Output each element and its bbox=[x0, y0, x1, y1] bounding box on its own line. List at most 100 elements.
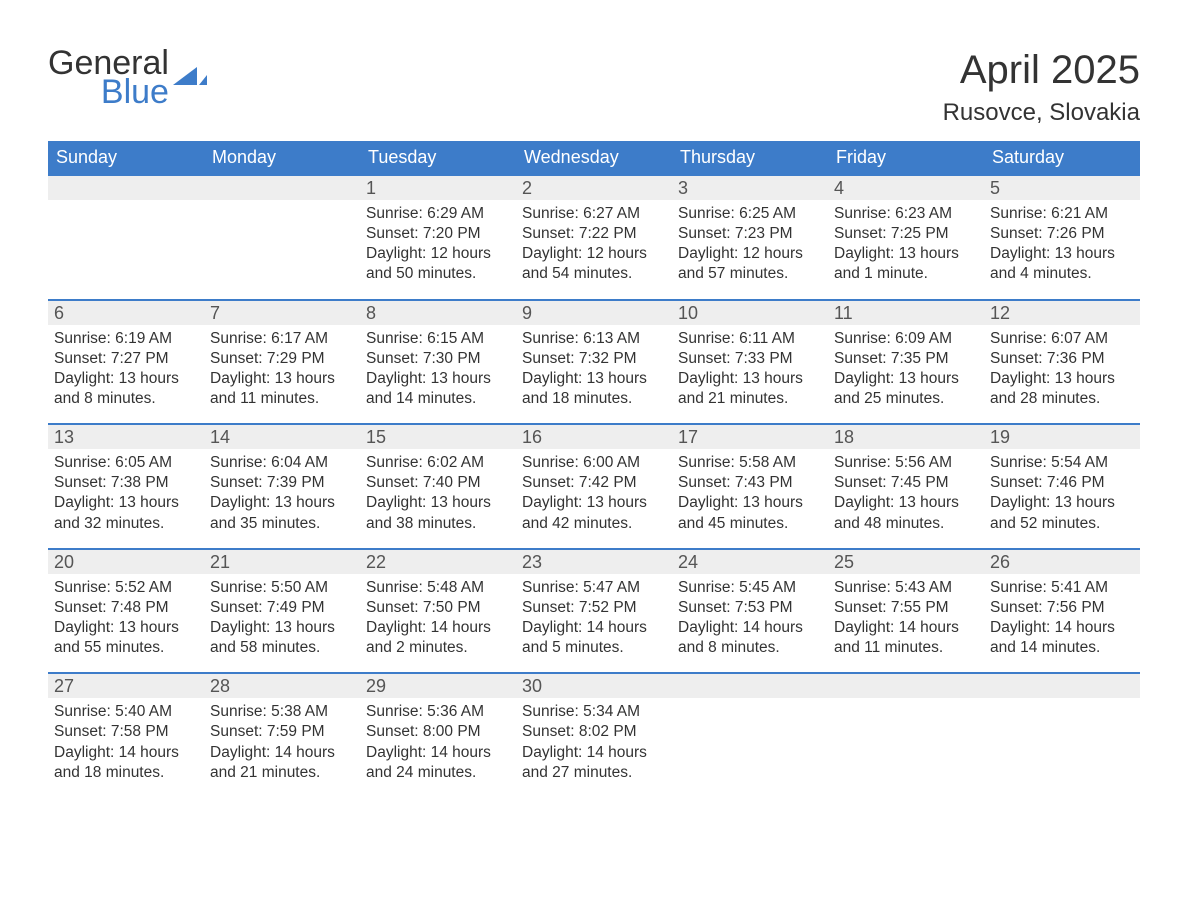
day-content: Sunrise: 5:54 AMSunset: 7:46 PMDaylight:… bbox=[984, 449, 1140, 548]
day-content: Sunrise: 6:21 AMSunset: 7:26 PMDaylight:… bbox=[984, 200, 1140, 299]
calendar-cell: 18Sunrise: 5:56 AMSunset: 7:45 PMDayligh… bbox=[828, 424, 984, 549]
day-number: 18 bbox=[828, 425, 984, 449]
daylight-text: Daylight: 13 hours and 21 minutes. bbox=[678, 369, 822, 409]
calendar-head: SundayMondayTuesdayWednesdayThursdayFrid… bbox=[48, 141, 1140, 175]
day-content: Sunrise: 5:36 AMSunset: 8:00 PMDaylight:… bbox=[360, 698, 516, 797]
sunrise-text: Sunrise: 6:21 AM bbox=[990, 204, 1134, 224]
sunset-text: Sunset: 7:56 PM bbox=[990, 598, 1134, 618]
sunset-text: Sunset: 7:46 PM bbox=[990, 473, 1134, 493]
calendar-cell: 27Sunrise: 5:40 AMSunset: 7:58 PMDayligh… bbox=[48, 673, 204, 797]
calendar-cell: 5Sunrise: 6:21 AMSunset: 7:26 PMDaylight… bbox=[984, 175, 1140, 300]
logo-mark-icon bbox=[173, 61, 207, 95]
day-content: Sunrise: 5:48 AMSunset: 7:50 PMDaylight:… bbox=[360, 574, 516, 673]
day-number: 30 bbox=[516, 674, 672, 698]
day-content: Sunrise: 6:00 AMSunset: 7:42 PMDaylight:… bbox=[516, 449, 672, 548]
sunrise-text: Sunrise: 6:07 AM bbox=[990, 329, 1134, 349]
day-content bbox=[48, 200, 204, 292]
day-content: Sunrise: 6:04 AMSunset: 7:39 PMDaylight:… bbox=[204, 449, 360, 548]
calendar-week-row: 13Sunrise: 6:05 AMSunset: 7:38 PMDayligh… bbox=[48, 424, 1140, 549]
sunrise-text: Sunrise: 5:48 AM bbox=[366, 578, 510, 598]
calendar-cell: 22Sunrise: 5:48 AMSunset: 7:50 PMDayligh… bbox=[360, 549, 516, 674]
day-number bbox=[672, 674, 828, 698]
calendar-cell: 14Sunrise: 6:04 AMSunset: 7:39 PMDayligh… bbox=[204, 424, 360, 549]
sunset-text: Sunset: 7:43 PM bbox=[678, 473, 822, 493]
day-content: Sunrise: 5:56 AMSunset: 7:45 PMDaylight:… bbox=[828, 449, 984, 548]
sunrise-text: Sunrise: 6:15 AM bbox=[366, 329, 510, 349]
daylight-text: Daylight: 14 hours and 24 minutes. bbox=[366, 743, 510, 783]
day-content bbox=[984, 698, 1140, 790]
calendar-cell: 11Sunrise: 6:09 AMSunset: 7:35 PMDayligh… bbox=[828, 300, 984, 425]
sunset-text: Sunset: 7:50 PM bbox=[366, 598, 510, 618]
daylight-text: Daylight: 13 hours and 55 minutes. bbox=[54, 618, 198, 658]
day-number: 11 bbox=[828, 301, 984, 325]
sunset-text: Sunset: 7:52 PM bbox=[522, 598, 666, 618]
day-content: Sunrise: 5:45 AMSunset: 7:53 PMDaylight:… bbox=[672, 574, 828, 673]
sunset-text: Sunset: 7:25 PM bbox=[834, 224, 978, 244]
calendar-cell bbox=[672, 673, 828, 797]
daylight-text: Daylight: 13 hours and 38 minutes. bbox=[366, 493, 510, 533]
sunset-text: Sunset: 7:39 PM bbox=[210, 473, 354, 493]
day-content: Sunrise: 6:29 AMSunset: 7:20 PMDaylight:… bbox=[360, 200, 516, 299]
calendar-cell: 6Sunrise: 6:19 AMSunset: 7:27 PMDaylight… bbox=[48, 300, 204, 425]
sunset-text: Sunset: 7:59 PM bbox=[210, 722, 354, 742]
daylight-text: Daylight: 14 hours and 21 minutes. bbox=[210, 743, 354, 783]
calendar-cell bbox=[828, 673, 984, 797]
calendar-cell: 25Sunrise: 5:43 AMSunset: 7:55 PMDayligh… bbox=[828, 549, 984, 674]
calendar-cell bbox=[984, 673, 1140, 797]
day-number: 13 bbox=[48, 425, 204, 449]
calendar-table: SundayMondayTuesdayWednesdayThursdayFrid… bbox=[48, 141, 1140, 797]
calendar-week-row: 6Sunrise: 6:19 AMSunset: 7:27 PMDaylight… bbox=[48, 300, 1140, 425]
day-content: Sunrise: 5:47 AMSunset: 7:52 PMDaylight:… bbox=[516, 574, 672, 673]
day-content: Sunrise: 5:58 AMSunset: 7:43 PMDaylight:… bbox=[672, 449, 828, 548]
sunset-text: Sunset: 7:27 PM bbox=[54, 349, 198, 369]
daylight-text: Daylight: 13 hours and 58 minutes. bbox=[210, 618, 354, 658]
day-number: 20 bbox=[48, 550, 204, 574]
daylight-text: Daylight: 13 hours and 18 minutes. bbox=[522, 369, 666, 409]
sunrise-text: Sunrise: 5:45 AM bbox=[678, 578, 822, 598]
day-number: 8 bbox=[360, 301, 516, 325]
sunrise-text: Sunrise: 5:47 AM bbox=[522, 578, 666, 598]
sunrise-text: Sunrise: 6:25 AM bbox=[678, 204, 822, 224]
daylight-text: Daylight: 14 hours and 11 minutes. bbox=[834, 618, 978, 658]
logo-text: General Blue bbox=[48, 48, 169, 107]
day-content: Sunrise: 6:19 AMSunset: 7:27 PMDaylight:… bbox=[48, 325, 204, 424]
calendar-cell bbox=[204, 175, 360, 300]
daylight-text: Daylight: 14 hours and 18 minutes. bbox=[54, 743, 198, 783]
day-number: 9 bbox=[516, 301, 672, 325]
calendar-cell: 17Sunrise: 5:58 AMSunset: 7:43 PMDayligh… bbox=[672, 424, 828, 549]
day-content bbox=[828, 698, 984, 790]
day-number: 6 bbox=[48, 301, 204, 325]
day-of-week-header: Monday bbox=[204, 141, 360, 175]
day-content: Sunrise: 6:02 AMSunset: 7:40 PMDaylight:… bbox=[360, 449, 516, 548]
daylight-text: Daylight: 13 hours and 11 minutes. bbox=[210, 369, 354, 409]
day-content: Sunrise: 6:17 AMSunset: 7:29 PMDaylight:… bbox=[204, 325, 360, 424]
day-content: Sunrise: 5:34 AMSunset: 8:02 PMDaylight:… bbox=[516, 698, 672, 797]
sunset-text: Sunset: 7:38 PM bbox=[54, 473, 198, 493]
day-content: Sunrise: 5:43 AMSunset: 7:55 PMDaylight:… bbox=[828, 574, 984, 673]
logo: General Blue bbox=[48, 48, 207, 107]
day-number: 22 bbox=[360, 550, 516, 574]
daylight-text: Daylight: 13 hours and 25 minutes. bbox=[834, 369, 978, 409]
day-content: Sunrise: 6:07 AMSunset: 7:36 PMDaylight:… bbox=[984, 325, 1140, 424]
daylight-text: Daylight: 13 hours and 8 minutes. bbox=[54, 369, 198, 409]
day-number: 19 bbox=[984, 425, 1140, 449]
daylight-text: Daylight: 13 hours and 32 minutes. bbox=[54, 493, 198, 533]
sunrise-text: Sunrise: 6:02 AM bbox=[366, 453, 510, 473]
sunrise-text: Sunrise: 6:05 AM bbox=[54, 453, 198, 473]
daylight-text: Daylight: 13 hours and 1 minute. bbox=[834, 244, 978, 284]
calendar-cell: 3Sunrise: 6:25 AMSunset: 7:23 PMDaylight… bbox=[672, 175, 828, 300]
day-number: 4 bbox=[828, 176, 984, 200]
sunset-text: Sunset: 7:30 PM bbox=[366, 349, 510, 369]
sunrise-text: Sunrise: 5:41 AM bbox=[990, 578, 1134, 598]
calendar-cell: 28Sunrise: 5:38 AMSunset: 7:59 PMDayligh… bbox=[204, 673, 360, 797]
calendar-cell: 26Sunrise: 5:41 AMSunset: 7:56 PMDayligh… bbox=[984, 549, 1140, 674]
day-number bbox=[984, 674, 1140, 698]
day-of-week-header: Saturday bbox=[984, 141, 1140, 175]
day-number bbox=[828, 674, 984, 698]
day-content: Sunrise: 5:50 AMSunset: 7:49 PMDaylight:… bbox=[204, 574, 360, 673]
daylight-text: Daylight: 13 hours and 52 minutes. bbox=[990, 493, 1134, 533]
calendar-body: 1Sunrise: 6:29 AMSunset: 7:20 PMDaylight… bbox=[48, 175, 1140, 797]
location: Rusovce, Slovakia bbox=[943, 99, 1140, 127]
calendar-cell bbox=[48, 175, 204, 300]
calendar-week-row: 1Sunrise: 6:29 AMSunset: 7:20 PMDaylight… bbox=[48, 175, 1140, 300]
